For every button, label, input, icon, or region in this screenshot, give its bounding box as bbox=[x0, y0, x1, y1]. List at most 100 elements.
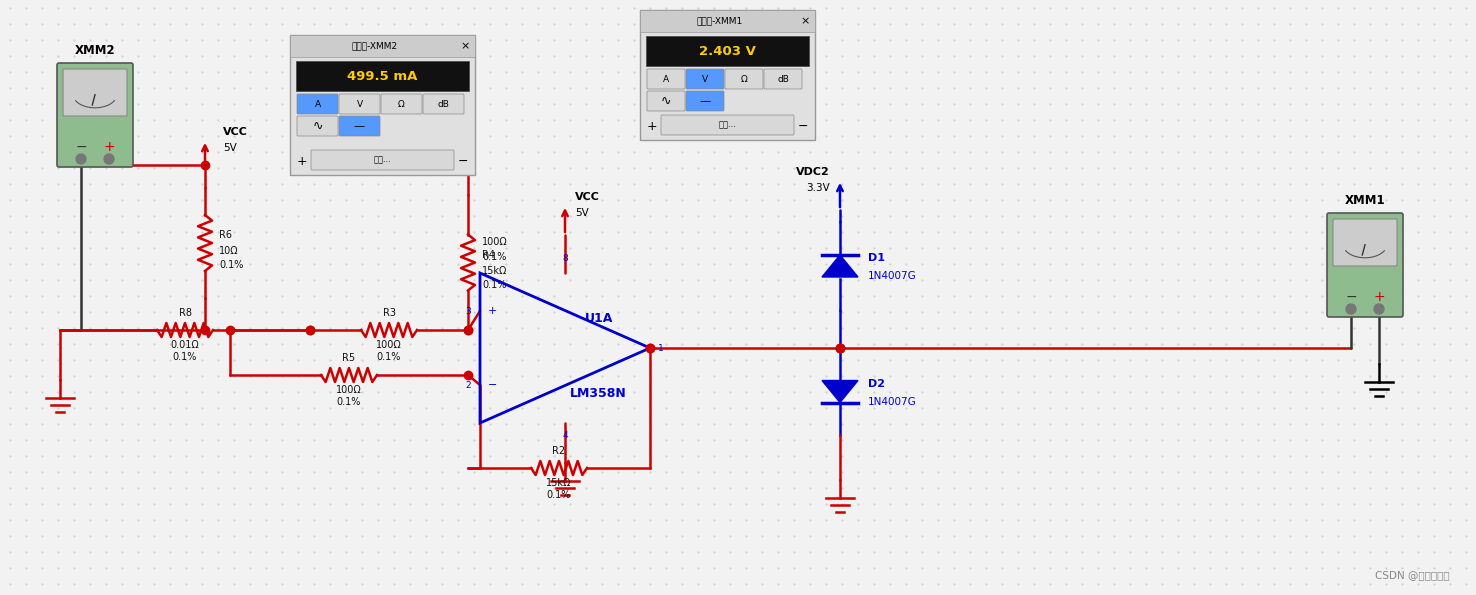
FancyBboxPatch shape bbox=[661, 115, 794, 135]
Text: ×: × bbox=[461, 41, 469, 51]
FancyBboxPatch shape bbox=[339, 116, 379, 136]
FancyBboxPatch shape bbox=[297, 61, 469, 91]
Text: —: — bbox=[700, 96, 710, 106]
Circle shape bbox=[1346, 304, 1356, 314]
Text: −: − bbox=[797, 120, 809, 133]
Text: 15kΩ: 15kΩ bbox=[546, 478, 571, 488]
Text: 3.3V: 3.3V bbox=[806, 183, 830, 193]
Text: −: − bbox=[489, 380, 497, 390]
Text: R8: R8 bbox=[179, 308, 192, 318]
Circle shape bbox=[1374, 304, 1384, 314]
Text: 10Ω: 10Ω bbox=[218, 246, 239, 256]
Text: −: − bbox=[75, 140, 87, 154]
Text: R3: R3 bbox=[382, 308, 396, 318]
Polygon shape bbox=[822, 380, 858, 402]
Text: 0.01Ω: 0.01Ω bbox=[171, 340, 199, 350]
Text: 0.1%: 0.1% bbox=[173, 352, 198, 362]
FancyBboxPatch shape bbox=[289, 35, 475, 175]
Text: 0.1%: 0.1% bbox=[376, 352, 401, 362]
Text: 设置...: 设置... bbox=[719, 121, 737, 130]
Text: +: + bbox=[489, 306, 497, 316]
Text: ∿: ∿ bbox=[313, 120, 323, 133]
FancyBboxPatch shape bbox=[1333, 219, 1396, 266]
FancyBboxPatch shape bbox=[641, 10, 815, 140]
FancyBboxPatch shape bbox=[297, 94, 338, 114]
Text: 5V: 5V bbox=[576, 208, 589, 218]
Text: —: — bbox=[354, 121, 365, 131]
Text: A: A bbox=[663, 74, 669, 83]
Text: CSDN @无尽的茗苨: CSDN @无尽的茗苨 bbox=[1376, 570, 1449, 580]
Text: 499.5 mA: 499.5 mA bbox=[347, 70, 418, 83]
Text: R2: R2 bbox=[552, 446, 565, 456]
Text: 100Ω: 100Ω bbox=[337, 385, 362, 395]
Circle shape bbox=[75, 154, 86, 164]
Text: Ω: Ω bbox=[741, 74, 747, 83]
Text: VDC2: VDC2 bbox=[796, 167, 830, 177]
FancyBboxPatch shape bbox=[63, 69, 127, 116]
Text: 设置...: 设置... bbox=[373, 155, 391, 164]
Text: 1N4007G: 1N4007G bbox=[868, 396, 917, 406]
Text: VDC1: VDC1 bbox=[419, 127, 453, 137]
Text: 2.403 V: 2.403 V bbox=[700, 45, 756, 58]
Text: LM358N: LM358N bbox=[570, 387, 627, 399]
Polygon shape bbox=[822, 255, 858, 277]
FancyBboxPatch shape bbox=[686, 91, 725, 111]
Text: 8: 8 bbox=[562, 254, 568, 263]
Text: +: + bbox=[646, 120, 657, 133]
FancyBboxPatch shape bbox=[1327, 213, 1404, 317]
FancyBboxPatch shape bbox=[311, 150, 455, 170]
FancyBboxPatch shape bbox=[725, 69, 763, 89]
FancyBboxPatch shape bbox=[58, 63, 133, 167]
FancyBboxPatch shape bbox=[289, 35, 475, 57]
FancyBboxPatch shape bbox=[646, 69, 685, 89]
Text: 0.1%: 0.1% bbox=[337, 397, 362, 407]
Text: 1: 1 bbox=[658, 343, 664, 352]
FancyBboxPatch shape bbox=[646, 91, 685, 111]
FancyBboxPatch shape bbox=[297, 116, 338, 136]
FancyBboxPatch shape bbox=[424, 94, 463, 114]
Text: 0.1%: 0.1% bbox=[483, 252, 506, 262]
Text: Ω: Ω bbox=[399, 99, 404, 108]
Text: 100Ω: 100Ω bbox=[376, 340, 401, 350]
Text: XMM2: XMM2 bbox=[75, 44, 115, 57]
Text: 1.65V: 1.65V bbox=[422, 143, 453, 153]
Text: ∿: ∿ bbox=[661, 95, 672, 108]
FancyBboxPatch shape bbox=[381, 94, 422, 114]
Text: 2: 2 bbox=[465, 380, 471, 390]
FancyBboxPatch shape bbox=[686, 69, 725, 89]
FancyBboxPatch shape bbox=[339, 94, 379, 114]
Text: 万用表-XMM2: 万用表-XMM2 bbox=[351, 42, 397, 51]
Text: ×: × bbox=[800, 16, 810, 26]
Text: D1: D1 bbox=[868, 253, 886, 263]
Text: VCC: VCC bbox=[576, 192, 599, 202]
Text: 100Ω: 100Ω bbox=[483, 237, 508, 247]
Text: 4: 4 bbox=[562, 431, 568, 440]
Text: 1N4007G: 1N4007G bbox=[868, 271, 917, 281]
Text: dB: dB bbox=[437, 99, 449, 108]
Text: V: V bbox=[356, 99, 363, 108]
Text: V: V bbox=[703, 74, 708, 83]
Text: R4: R4 bbox=[483, 249, 494, 259]
Text: A: A bbox=[314, 99, 320, 108]
Text: 5V: 5V bbox=[223, 143, 236, 153]
Text: dB: dB bbox=[776, 74, 790, 83]
Circle shape bbox=[103, 154, 114, 164]
FancyBboxPatch shape bbox=[765, 69, 801, 89]
Text: −: − bbox=[458, 155, 468, 168]
Text: XMM1: XMM1 bbox=[1345, 194, 1386, 207]
Text: 0.1%: 0.1% bbox=[218, 260, 244, 270]
FancyBboxPatch shape bbox=[646, 36, 809, 66]
Text: −: − bbox=[1345, 290, 1356, 304]
Text: 3: 3 bbox=[465, 306, 471, 315]
Text: +: + bbox=[103, 140, 115, 154]
Text: R6: R6 bbox=[218, 230, 232, 240]
Text: +: + bbox=[297, 155, 307, 168]
Text: 0.1%: 0.1% bbox=[546, 490, 571, 500]
Text: VCC: VCC bbox=[223, 127, 248, 137]
Text: D2: D2 bbox=[868, 378, 886, 389]
FancyBboxPatch shape bbox=[641, 10, 815, 32]
Text: +: + bbox=[1373, 290, 1384, 304]
Text: R5: R5 bbox=[342, 353, 356, 363]
Text: 万用表-XMM1: 万用表-XMM1 bbox=[697, 17, 742, 26]
Text: 15kΩ: 15kΩ bbox=[483, 265, 508, 275]
